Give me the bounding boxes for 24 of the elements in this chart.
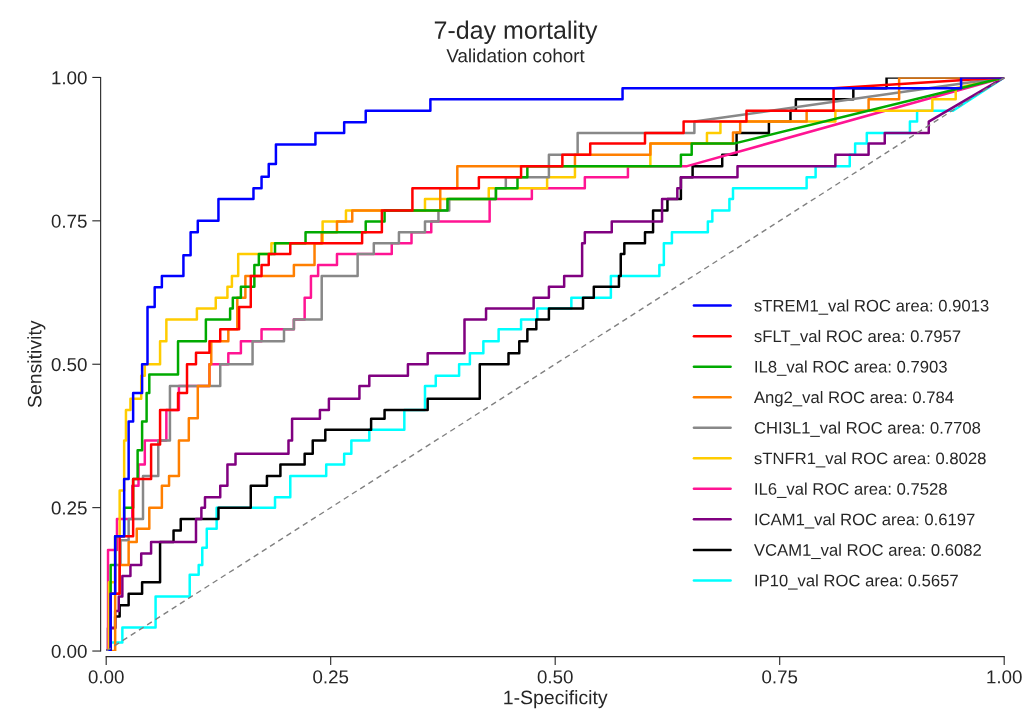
- legend-label: IL8_val ROC area: 0.7903: [755, 360, 947, 376]
- legend-label: VCAM1_val ROC area: 0.6082: [753, 543, 981, 560]
- legend-label: IP10_val ROC area: 0.5657: [755, 574, 958, 590]
- x-tick-label: 0.25: [313, 670, 349, 684]
- x-tick-label: 0.75: [762, 670, 798, 684]
- legend-label: sTREM1_val ROC area: 0.9013: [754, 299, 989, 315]
- legend-label: ICAM1_val ROC area: 0.6197: [755, 513, 975, 529]
- x-tick-label: 0.50: [537, 670, 573, 684]
- y-tick-label: 0.25: [51, 501, 87, 515]
- legend-label: CHI3L1_val ROC area: 0.7708: [754, 421, 981, 437]
- x-axis-title: 1-Specificity: [504, 690, 608, 709]
- legend-label: Ang2_val ROC area: 0.784: [753, 390, 954, 407]
- y-tick-label: 0.50: [51, 357, 87, 372]
- y-tick-label: 0.75: [51, 214, 87, 228]
- chart-title: 7-day mortality: [434, 20, 598, 44]
- legend-label: sFLT_val ROC area: 0.7957: [754, 329, 961, 346]
- x-tick-label: 1.00: [987, 670, 1022, 684]
- y-tick-label: 0.00: [51, 644, 87, 659]
- legend-label: IL6_val ROC area: 0.7528: [755, 482, 947, 498]
- legend-label: sTNFR1_val ROC area: 0.8028: [754, 452, 986, 468]
- x-tick-label: 0.00: [88, 670, 124, 684]
- y-tick-label: 1.00: [52, 71, 87, 85]
- chart-subtitle: Validation cohort: [446, 48, 585, 63]
- y-axis-title: Sensitivity: [27, 320, 46, 408]
